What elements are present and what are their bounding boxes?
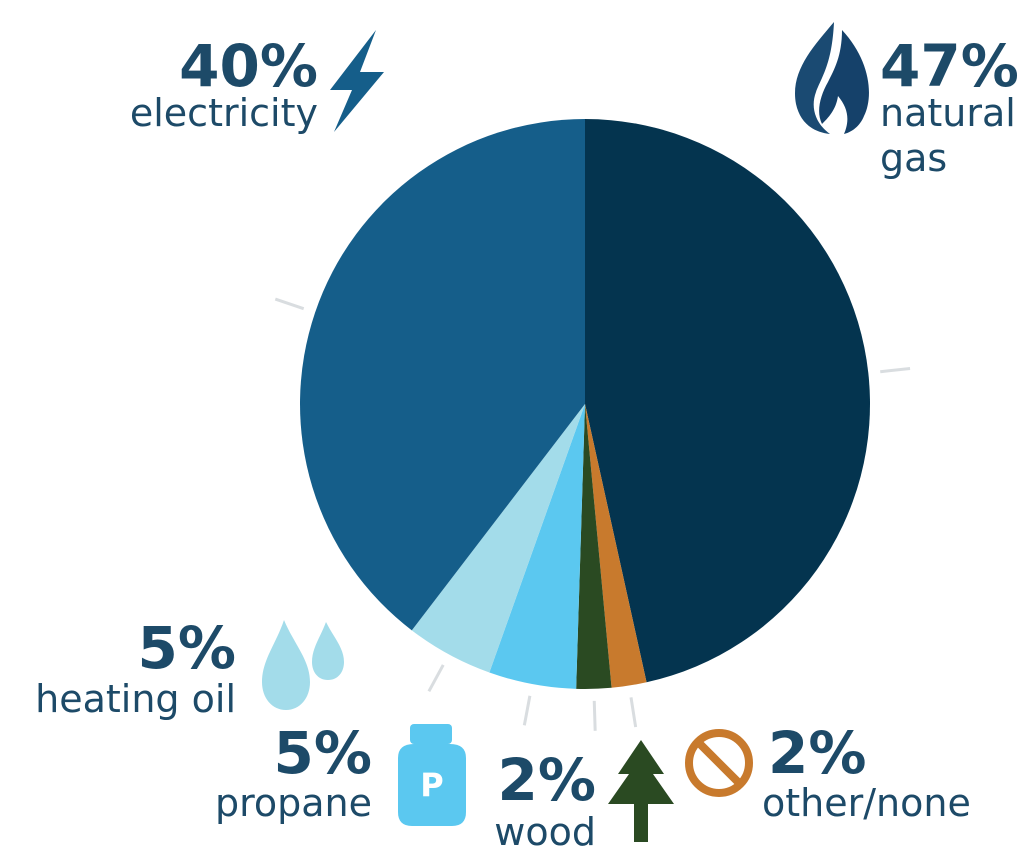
label-natural-gas-line2: gas bbox=[880, 136, 947, 180]
label-propane-text: propane bbox=[215, 781, 372, 825]
label-heating-oil: 5% heating oil bbox=[35, 614, 236, 721]
label-electricity-text: electricity bbox=[130, 91, 318, 135]
label-other-none-text: other/none bbox=[762, 781, 971, 825]
label-electricity: 40% electricity bbox=[130, 32, 318, 135]
oil-drops-icon bbox=[262, 620, 344, 710]
pct-propane: 5% bbox=[274, 719, 372, 787]
leader-electricity bbox=[275, 299, 303, 309]
flame-icon bbox=[795, 22, 869, 134]
label-wood: 2% wood bbox=[494, 746, 596, 853]
prohibited-icon bbox=[689, 733, 749, 793]
pct-natural-gas: 47% bbox=[880, 32, 1019, 100]
pct-heating-oil: 5% bbox=[138, 614, 236, 682]
tree-icon bbox=[608, 740, 674, 842]
leader-natural-gas bbox=[880, 368, 910, 371]
leader-other-none bbox=[631, 697, 636, 727]
label-other-none: 2% other/none bbox=[762, 719, 971, 825]
leader-propane bbox=[524, 696, 530, 725]
label-heating-oil-text: heating oil bbox=[35, 677, 236, 721]
label-propane: 5% propane bbox=[215, 719, 372, 825]
pie-slices bbox=[300, 119, 870, 689]
pct-other-none: 2% bbox=[768, 719, 866, 787]
lightning-bolt-icon bbox=[330, 30, 384, 132]
leader-wood bbox=[594, 701, 595, 731]
label-natural-gas: 47% natural gas bbox=[880, 32, 1019, 180]
label-wood-text: wood bbox=[494, 810, 596, 853]
label-natural-gas-line1: natural bbox=[880, 91, 1016, 135]
pct-electricity: 40% bbox=[179, 32, 318, 100]
leader-heating-oil bbox=[429, 665, 443, 691]
propane-tank-icon: P bbox=[398, 724, 466, 826]
pct-wood: 2% bbox=[498, 746, 596, 814]
propane-tank-letter: P bbox=[420, 766, 443, 804]
